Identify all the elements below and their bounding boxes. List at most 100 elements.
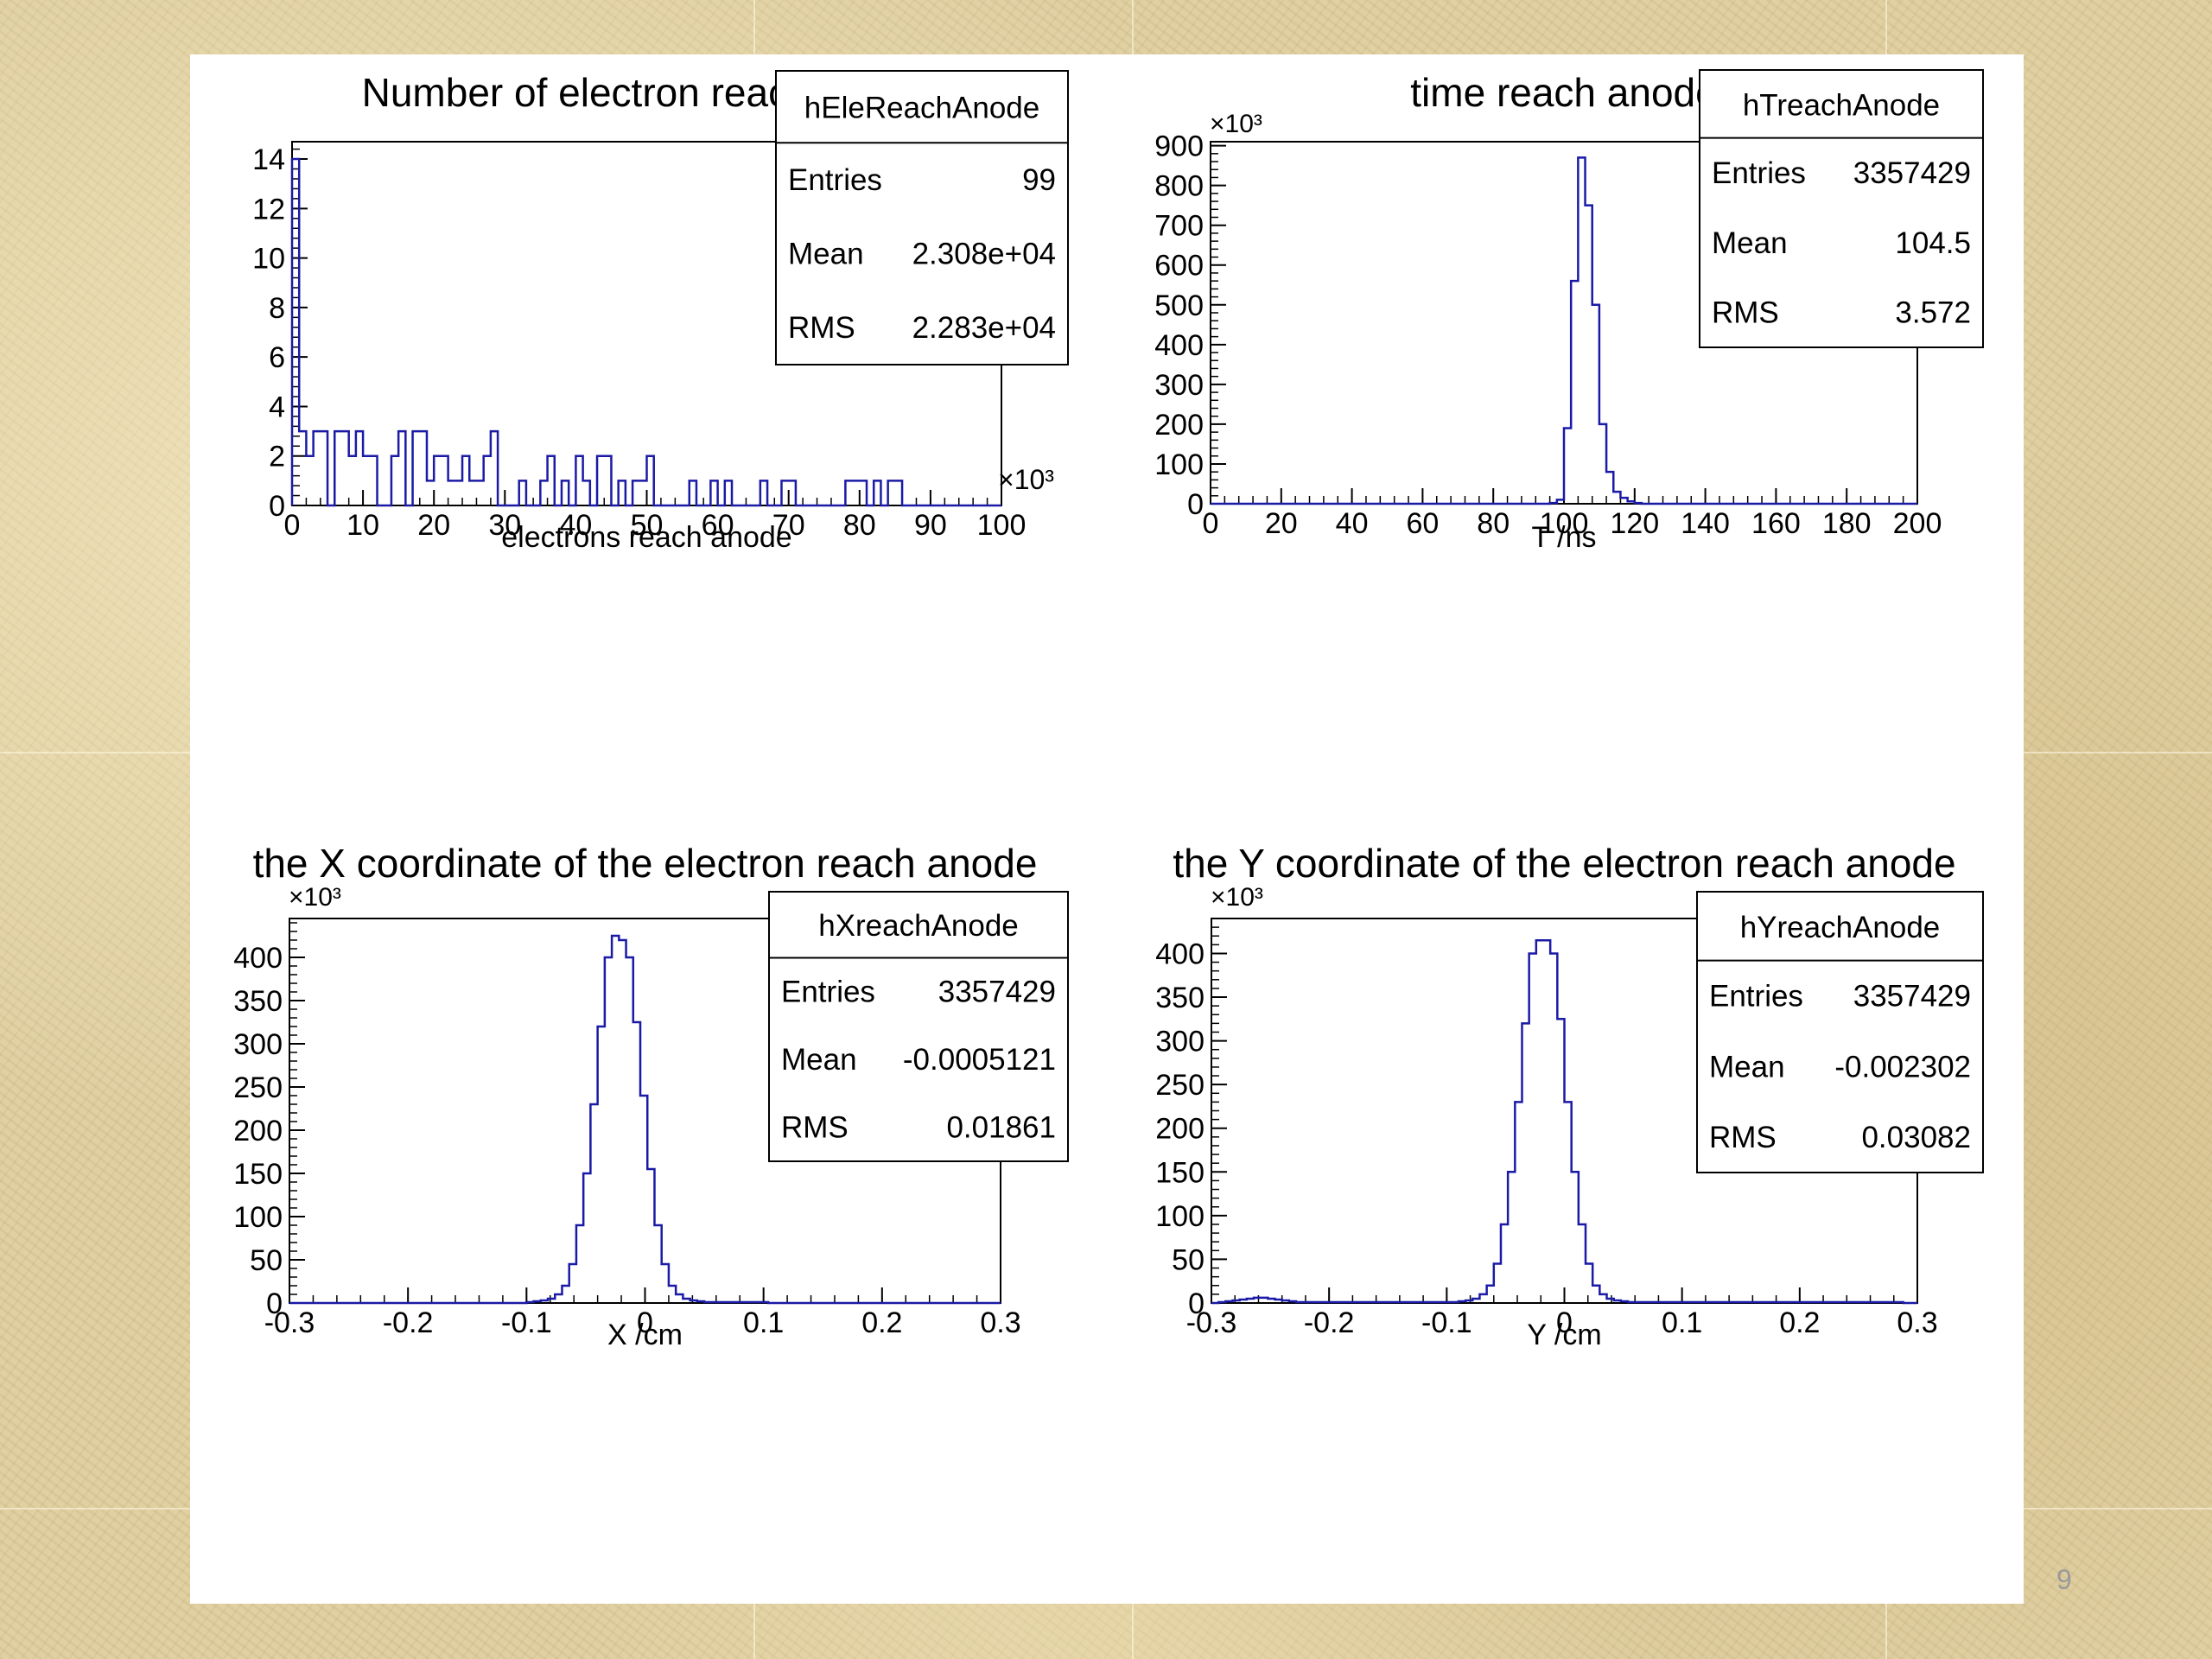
y-tick-label: 600 (1154, 250, 1204, 283)
stats-label: RMS (788, 311, 855, 345)
x-tick-label: 40 (1336, 507, 1369, 540)
stats-value: 104.5 (1895, 226, 1971, 260)
y-tick-label: 200 (1154, 409, 1204, 442)
y-tick-label: 300 (233, 1028, 283, 1061)
x-tick-label: 0 (1203, 507, 1219, 540)
y-tick-label: 100 (233, 1201, 283, 1234)
x-tick-label: 0 (284, 509, 301, 542)
y-tick-label: 4 (269, 391, 285, 423)
y-tick-label: 400 (1154, 329, 1204, 362)
histogram-series (290, 157, 1001, 507)
chart-title: time reach anode (1410, 70, 1717, 115)
y-tick-label: 300 (1154, 369, 1204, 402)
x-axis-label: Y /cm (1527, 1319, 1601, 1351)
stats-value: 3357429 (938, 976, 1056, 1009)
x-tick-label: 60 (1406, 507, 1439, 540)
x-tick-label: 20 (1265, 507, 1298, 540)
stats-value: 2.283e+04 (912, 311, 1056, 345)
y-tick-label: 300 (1155, 1026, 1205, 1058)
stats-name: hEleReachAnode (804, 92, 1039, 125)
y-tick-label: 350 (1155, 982, 1205, 1014)
x-axis-label: electrons reach anode (501, 521, 791, 554)
figure-panel: Number of electron reach anode 0 10 20 30 40 5… (190, 54, 2024, 1604)
x-tick-label: -0.1 (1421, 1306, 1472, 1339)
x-axis-label: T /ns (1532, 521, 1597, 554)
y-tick-label: 14 (252, 143, 285, 176)
stats-box: hTreachAnode Entries 3357429 Mean 104.5 RMS 3.… (1699, 69, 1984, 348)
stats-box-frame (1699, 69, 1984, 348)
y-axis-multiplier: ×10³ (1211, 883, 1263, 912)
x-tick-label: 100 (977, 509, 1027, 542)
x-tick-label: 200 (1893, 507, 1942, 540)
y-tick-label: 2 (269, 441, 285, 474)
stats-box-frame (1696, 891, 1984, 1173)
x-tick-label: 140 (1681, 507, 1730, 540)
stats-value: 99 (1022, 163, 1056, 197)
stats-box: hEleReachAnode Entries 99 Mean 2.308e+04 RMS 2… (775, 70, 1069, 365)
x-tick-label: 0 (637, 1306, 653, 1339)
x-tick-label: 20 (417, 509, 450, 542)
stats-value: -0.0005121 (903, 1043, 1056, 1077)
x-tick-label: 0 (1556, 1306, 1573, 1339)
chart-title: the X coordinate of the electron reach a… (253, 841, 1038, 886)
histogram-3: the X coordinate of the electron reach a… (233, 841, 1069, 1351)
y-tick-label: 400 (233, 942, 283, 975)
y-tick-label: 700 (1154, 210, 1204, 243)
y-tick-label: 6 (269, 341, 285, 374)
y-tick-label: 150 (1155, 1156, 1205, 1189)
histogram-4: the Y coordinate of the electron reach a… (1155, 841, 1984, 1351)
x-tick-label: 50 (631, 509, 664, 542)
y-tick-label: 10 (252, 243, 285, 276)
chart-title: the Y coordinate of the electron reach a… (1173, 841, 1955, 886)
stats-label: Entries (788, 163, 882, 197)
histogram-2: time reach anode 0 20 40 60 80 100 120 140 160 180… (1154, 69, 1984, 554)
y-tick-label: 50 (1172, 1243, 1205, 1276)
y-tick-label: 100 (1155, 1200, 1205, 1233)
x-tick-label: 70 (772, 509, 805, 542)
stats-value: 2.308e+04 (912, 238, 1056, 271)
y-tick-label: 200 (233, 1115, 283, 1147)
y-tick-label: 250 (1155, 1069, 1205, 1102)
x-tick-label: -0.2 (383, 1306, 434, 1339)
x-tick-label: -0.1 (501, 1306, 552, 1339)
stats-label: RMS (1712, 296, 1779, 330)
x-tick-label: 80 (1477, 507, 1510, 540)
stats-value: 3.572 (1895, 296, 1971, 330)
y-axis-multiplier: ×10³ (1210, 110, 1262, 138)
histogram-series (1211, 156, 1917, 505)
stats-label: Mean (1712, 226, 1788, 260)
y-tick-label: 200 (1155, 1113, 1205, 1146)
x-tick-label: 120 (1610, 507, 1659, 540)
histogram-series (289, 934, 1001, 1305)
stats-name: hTreachAnode (1743, 88, 1940, 122)
y-tick-label: 0 (266, 1287, 283, 1320)
stats-label: Mean (781, 1043, 857, 1077)
x-tick-label: 40 (559, 509, 592, 542)
x-tick-label: 0.3 (1897, 1306, 1937, 1339)
y-tick-label: 8 (269, 292, 285, 325)
x-tick-label: 10 (346, 509, 379, 542)
x-tick-label: 0.2 (861, 1306, 902, 1339)
y-tick-label: 400 (1155, 938, 1205, 970)
stats-label: Entries (781, 976, 875, 1009)
stats-label: Mean (1709, 1050, 1785, 1084)
y-axis-multiplier: ×10³ (289, 883, 341, 912)
stats-value: 3357429 (1853, 980, 1971, 1014)
y-tick-label: 100 (1154, 448, 1204, 481)
stats-name: hXreachAnode (818, 909, 1019, 943)
stats-label: Mean (788, 238, 864, 271)
x-tick-label: 30 (488, 509, 521, 542)
slide-number: 9 (2056, 1564, 2072, 1595)
stats-value: 3357429 (1853, 156, 1971, 190)
x-tick-label: 0.2 (1779, 1306, 1820, 1339)
stats-label: Entries (1712, 156, 1806, 190)
x-tick-label: 60 (702, 509, 734, 542)
x-tick-label: -0.3 (1186, 1306, 1237, 1339)
stats-box: hYreachAnode Entries 3357429 Mean -0.002302 R… (1696, 891, 1984, 1173)
y-tick-label: 900 (1154, 130, 1204, 163)
y-tick-label: 12 (252, 193, 285, 226)
x-tick-label: 0.1 (743, 1306, 784, 1339)
y-tick-label: 500 (1154, 289, 1204, 322)
